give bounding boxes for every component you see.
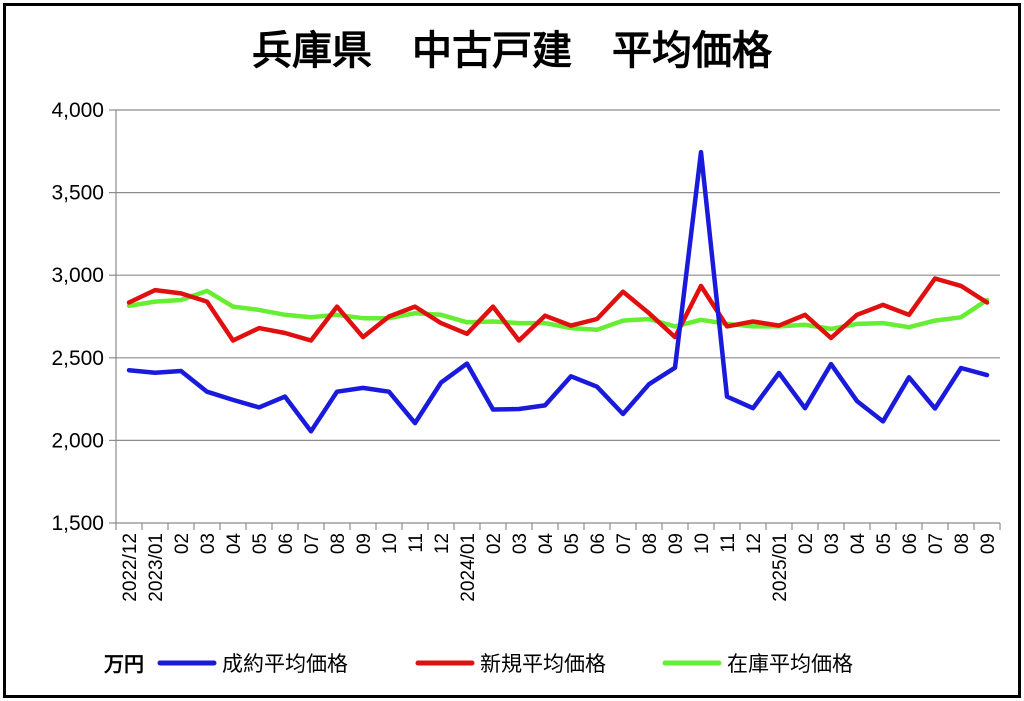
legend-unit-label: 万円 xyxy=(103,652,144,676)
x-tick-label: 02 xyxy=(796,533,817,554)
x-tick-label: 03 xyxy=(510,533,531,554)
legend: 万円 成約平均価格 新規平均価格 在庫平均価格 xyxy=(103,652,853,676)
y-tick-label: 3,000 xyxy=(51,264,104,287)
x-tick-label: 2022/12 xyxy=(120,533,141,602)
x-tick-label: 09 xyxy=(354,533,375,554)
x-tick-label: 03 xyxy=(822,533,843,554)
x-tick-label: 02 xyxy=(484,533,505,554)
x-tick-label: 10 xyxy=(692,533,713,554)
x-tick-label: 03 xyxy=(198,533,219,554)
x-tick-label: 2023/01 xyxy=(146,533,167,602)
x-tick-label: 07 xyxy=(614,533,635,554)
x-tick-label: 12 xyxy=(744,533,765,554)
x-tick-label: 2025/01 xyxy=(770,533,791,602)
x-tick-label: 04 xyxy=(848,533,869,555)
x-tick-label: 11 xyxy=(718,533,739,553)
x-tick-label: 11 xyxy=(406,533,427,553)
x-tick-label: 02 xyxy=(172,533,193,554)
y-tick-label: 2,000 xyxy=(51,429,104,452)
x-tick-label: 08 xyxy=(640,533,661,554)
gridlines xyxy=(109,109,1000,524)
series-line-3 xyxy=(126,288,990,332)
legend-entry: 在庫平均価格 xyxy=(727,652,853,676)
x-tick-label: 12 xyxy=(432,533,453,554)
x-tick-label: 07 xyxy=(302,533,323,554)
x-tick-label: 09 xyxy=(978,533,999,554)
x-tick-label: 09 xyxy=(666,533,687,554)
x-tick-label: 06 xyxy=(900,533,921,554)
x-tick-label: 05 xyxy=(250,533,271,554)
x-tick-label: 08 xyxy=(328,533,349,554)
x-tick-labels: 2022/12 2023/01 02 03 04 05 06 07 08 09 10 11 12 2024… xyxy=(120,533,999,602)
series-line-1 xyxy=(126,149,990,434)
x-tick-label: 05 xyxy=(874,533,895,554)
y-tick-label: 2,500 xyxy=(51,347,104,370)
axes xyxy=(115,110,1001,530)
x-tick-label: 06 xyxy=(276,533,297,554)
x-tick-label: 04 xyxy=(536,533,557,555)
x-tick-label: 07 xyxy=(926,533,947,554)
x-tick-label: 10 xyxy=(380,533,401,554)
series-lines xyxy=(126,149,990,434)
x-tick-label: 04 xyxy=(224,533,245,555)
y-tick-labels: 1,500 2,000 2,500 3,000 3,500 4,000 xyxy=(51,99,104,535)
y-tick-label: 4,000 xyxy=(51,99,104,122)
x-tick-label: 06 xyxy=(588,533,609,554)
chart-title: 兵庫県 中古戸建 平均価格 xyxy=(252,28,773,74)
x-tick-label: 05 xyxy=(562,533,583,554)
series-line-2 xyxy=(126,276,990,343)
y-tick-label: 1,500 xyxy=(51,512,104,535)
legend-entry: 成約平均価格 xyxy=(222,652,348,676)
y-tick-label: 3,500 xyxy=(51,182,104,205)
x-tick-label: 08 xyxy=(952,533,973,554)
x-tick-label: 2024/01 xyxy=(458,533,479,602)
chart-frame xyxy=(3,3,1021,698)
legend-entry: 新規平均価格 xyxy=(480,652,606,676)
